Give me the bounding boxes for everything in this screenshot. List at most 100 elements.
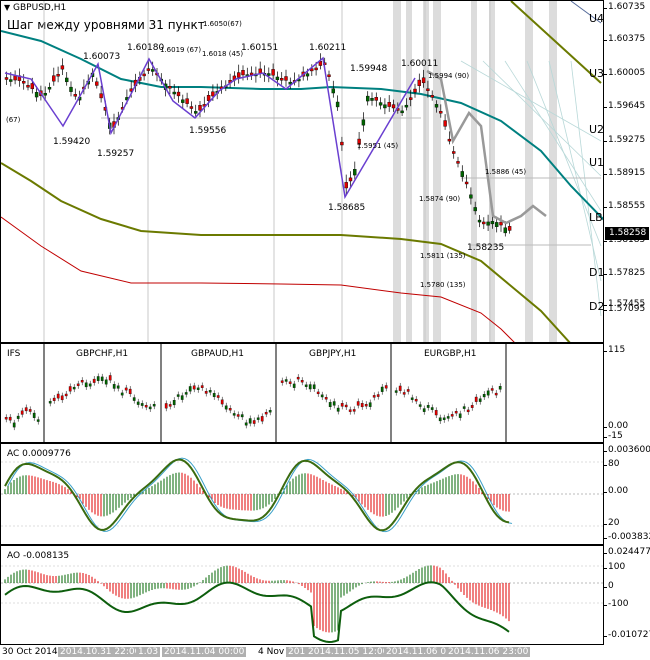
candle [20,410,24,415]
candle [466,409,470,413]
candle [241,70,245,76]
candle [387,102,391,107]
swing-label: 1.58235 [467,243,504,253]
candle [482,394,486,398]
level-name: U3 [589,67,604,80]
candle [34,92,39,98]
candle [292,383,296,388]
candle [336,407,340,412]
candle [394,390,398,393]
candle [28,409,32,412]
candle [60,395,64,401]
level-note: 1.6019 (67) [160,46,201,54]
candle [383,104,387,109]
dropdown-arrow-icon[interactable]: ▼ [4,3,11,12]
candle [507,226,512,231]
candle [275,76,280,81]
cross-pairs-pane[interactable]: IFS GBPCHF,H1 GBPAUD,H1 GBPJPY,H1 EURGBP… [0,343,604,443]
candle [100,376,104,381]
candle [482,221,486,225]
candle [88,383,92,387]
candle [478,398,482,402]
candle [60,65,65,70]
candle [391,104,396,109]
candle [454,411,458,414]
ac-indicator-pane[interactable]: AC 0.0009776 [0,443,604,545]
candle [268,410,272,413]
time-band [549,1,557,342]
candle [410,397,414,400]
level-note: 1.6050(67) [203,20,242,28]
candle [240,414,244,418]
candle [124,387,128,391]
ao-tick: 100 [603,562,626,572]
candle [430,95,434,98]
candle [220,399,224,405]
candle [348,177,353,182]
candle [312,384,316,389]
candle [398,385,402,391]
ac-tick: -0.003832 [603,532,650,542]
candle [344,404,348,408]
ao-axis: 0.024477 100 0 -100 -0.010727 [603,545,650,645]
candle [458,413,462,418]
main-chart-pane[interactable]: ▼ GBPUSD,H1 Шаг между уровнями 31 пункт … [0,0,604,343]
time-label: 4 Nov [258,647,285,657]
candle [184,392,188,395]
ac-tick: 0.003600 [604,445,650,455]
ao-indicator-pane[interactable]: AO -0.008135 [0,545,604,645]
level-note: 1.5780 (135) [420,281,466,289]
candle [462,406,466,409]
price-tick: 1.58185 [603,235,646,245]
candle [264,411,268,415]
ao-tick: -0.010727 [603,630,650,640]
candle [406,389,410,392]
candle [56,74,60,77]
candle [498,386,502,390]
price-tick: 1.59645 [603,101,646,111]
candle [252,420,256,424]
ac-line [4,458,510,532]
candle [196,387,200,390]
candle [327,74,331,77]
candle [486,221,490,226]
candle [142,73,146,77]
candle [64,393,68,397]
cross-tick: -15 [604,431,623,441]
candle [494,392,498,396]
ao-label: AO -0.008135 [7,551,70,561]
candle [116,385,120,389]
candle [340,403,344,407]
swing-label: 1.59948 [350,64,387,74]
candle [384,385,388,389]
candle [422,408,426,412]
candle [69,86,73,92]
cross-tick: 115 [603,345,626,355]
trend-line [510,1,602,84]
candle [434,410,438,416]
candle [280,78,284,81]
candle [490,388,494,391]
candle [426,405,430,408]
candle [146,68,151,71]
price-tick: 1.60735 [603,2,646,12]
candle [150,69,155,72]
candle [172,91,176,95]
candle [414,398,418,402]
candle [413,88,417,93]
candle [344,182,348,189]
candle [4,417,8,420]
candle [176,394,180,397]
candle [404,104,409,108]
candle [305,73,310,77]
candle [22,81,26,84]
candle [426,88,430,91]
candle [73,94,78,97]
candle [374,97,378,101]
pair-label-eurgbp: EURGBP,H1 [424,349,477,359]
candle [192,385,196,390]
candle [104,379,108,385]
candle [84,382,88,388]
swing-label: 1.60151 [241,43,278,53]
swing-label: 1.60073 [83,52,120,62]
